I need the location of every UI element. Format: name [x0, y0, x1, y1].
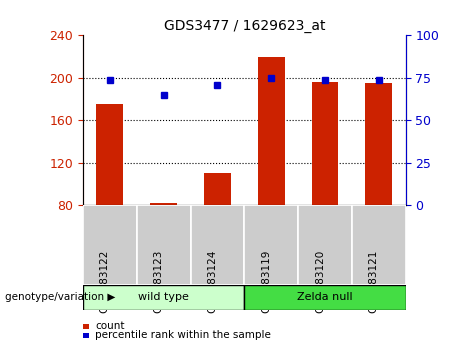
Bar — [137, 205, 190, 285]
Bar — [244, 285, 406, 310]
Text: GSM283124: GSM283124 — [207, 249, 218, 313]
Bar — [83, 205, 137, 285]
Bar — [204, 173, 231, 205]
Bar — [352, 205, 406, 285]
Bar — [150, 203, 177, 205]
Bar — [83, 285, 244, 310]
Text: GSM283122: GSM283122 — [100, 249, 110, 313]
Bar — [365, 83, 392, 205]
Text: Zelda null: Zelda null — [297, 292, 353, 302]
Text: genotype/variation ▶: genotype/variation ▶ — [5, 292, 115, 302]
Text: wild type: wild type — [138, 292, 189, 302]
Text: percentile rank within the sample: percentile rank within the sample — [95, 330, 272, 340]
Bar — [244, 205, 298, 285]
Bar — [258, 57, 284, 205]
Bar — [96, 104, 123, 205]
Bar — [312, 82, 338, 205]
Bar — [190, 205, 244, 285]
Text: GSM283120: GSM283120 — [315, 249, 325, 313]
Text: GSM283123: GSM283123 — [154, 249, 164, 313]
Text: count: count — [95, 321, 125, 331]
Text: GSM283119: GSM283119 — [261, 249, 271, 313]
Title: GDS3477 / 1629623_at: GDS3477 / 1629623_at — [164, 19, 325, 33]
Bar — [298, 205, 352, 285]
Text: GSM283121: GSM283121 — [369, 249, 379, 313]
